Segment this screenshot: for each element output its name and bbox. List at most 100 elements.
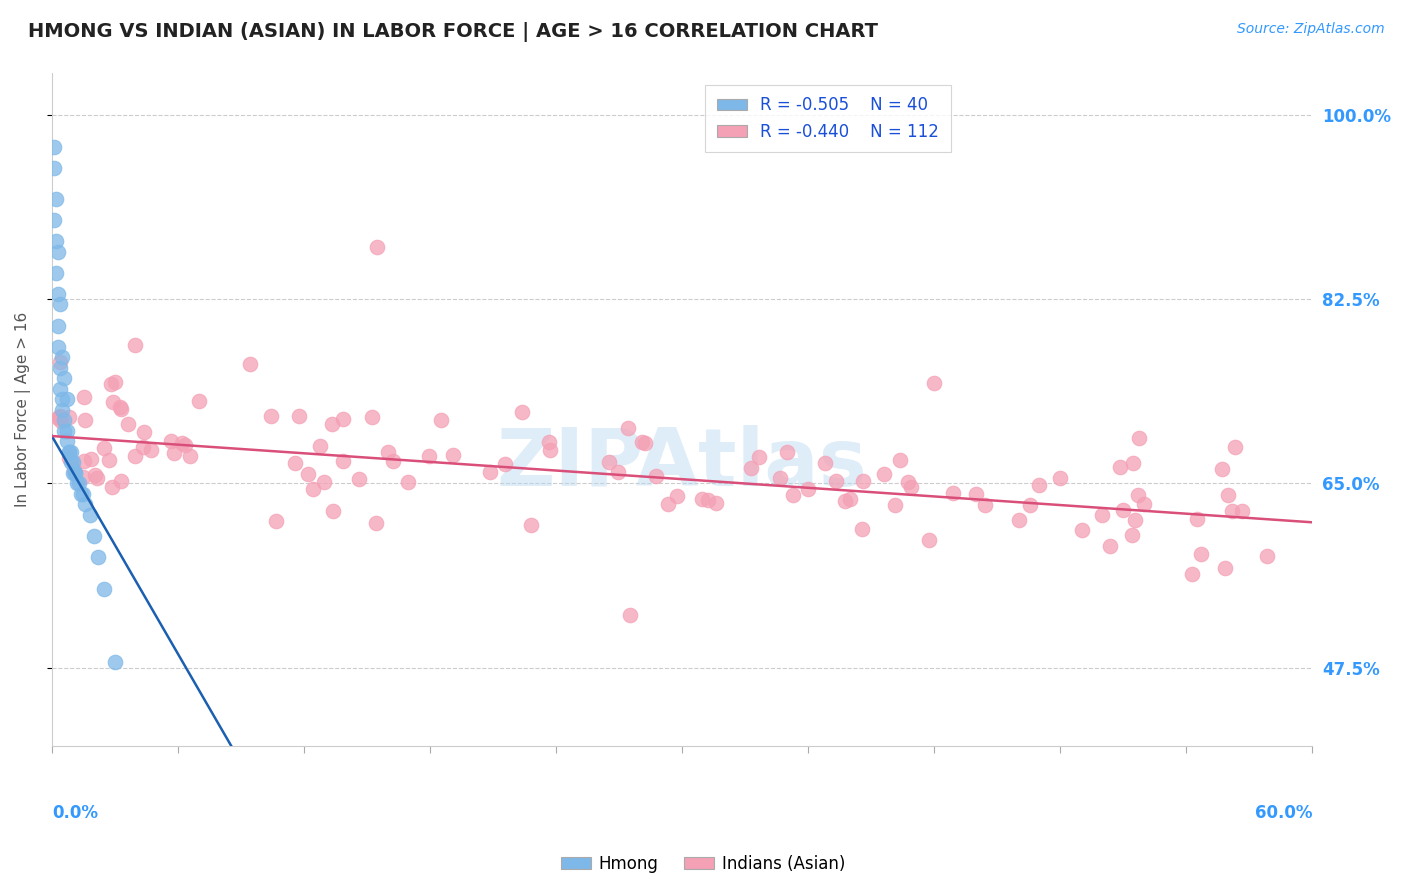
Point: [883, 498, 905, 512]
Point: [46, 318, 69, 333]
Point: [1091, 508, 1114, 522]
Point: [73, 454, 96, 468]
Point: [264, 514, 287, 528]
Point: [1123, 513, 1146, 527]
Point: [1232, 504, 1254, 518]
Point: [239, 357, 262, 371]
Point: [851, 522, 873, 536]
Point: [63, 466, 86, 480]
Text: 60.0%: 60.0%: [1254, 805, 1312, 822]
Point: [49, 360, 72, 375]
Point: [55, 392, 77, 407]
Point: [72, 470, 94, 484]
Point: [51, 402, 73, 417]
Point: [170, 436, 193, 450]
Point: [1008, 513, 1031, 527]
Text: 0.0%: 0.0%: [52, 805, 98, 822]
Point: [284, 456, 307, 470]
Point: [86, 471, 108, 485]
Point: [104, 655, 127, 669]
Point: [110, 402, 132, 417]
Point: [58, 451, 80, 466]
Point: [260, 409, 283, 423]
Point: [46, 410, 69, 425]
Legend: Hmong, Indians (Asian): Hmong, Indians (Asian): [554, 848, 852, 880]
Point: [740, 461, 762, 475]
Point: [104, 376, 127, 390]
Point: [617, 421, 640, 435]
Point: [87, 549, 110, 564]
Point: [598, 455, 620, 469]
Point: [297, 467, 319, 481]
Point: [769, 471, 792, 485]
Point: [1108, 460, 1130, 475]
Y-axis label: In Labor Force | Age > 16: In Labor Force | Age > 16: [15, 312, 31, 508]
Point: [606, 465, 628, 479]
Point: [973, 498, 995, 512]
Point: [889, 453, 911, 467]
Point: [430, 412, 453, 426]
Point: [1189, 547, 1212, 561]
Point: [1122, 456, 1144, 470]
Point: [965, 487, 987, 501]
Point: [748, 450, 770, 464]
Point: [67, 476, 90, 491]
Point: [134, 425, 156, 440]
Point: [634, 436, 657, 450]
Point: [51, 350, 73, 364]
Point: [538, 434, 561, 449]
Point: [288, 409, 311, 423]
Point: [1071, 524, 1094, 538]
Point: [58, 445, 80, 459]
Point: [418, 449, 440, 463]
Point: [179, 449, 201, 463]
Point: [657, 497, 679, 511]
Point: [55, 424, 77, 438]
Point: [174, 437, 197, 451]
Point: [124, 450, 146, 464]
Point: [49, 382, 72, 396]
Point: [630, 435, 652, 450]
Point: [1256, 549, 1278, 563]
Point: [366, 516, 388, 531]
Point: [361, 410, 384, 425]
Point: [852, 475, 875, 489]
Point: [62, 466, 84, 480]
Point: [124, 337, 146, 351]
Point: [42, 161, 65, 175]
Point: [42, 213, 65, 227]
Point: [1133, 497, 1156, 511]
Point: [103, 395, 125, 409]
Point: [51, 392, 73, 407]
Point: [441, 448, 464, 462]
Point: [1028, 478, 1050, 492]
Point: [53, 413, 76, 427]
Point: [494, 457, 516, 471]
Point: [309, 439, 332, 453]
Point: [1211, 461, 1233, 475]
Point: [46, 244, 69, 259]
Point: [83, 467, 105, 482]
Point: [520, 517, 543, 532]
Point: [58, 409, 80, 424]
Point: [922, 376, 945, 391]
Legend: R = -0.505    N = 40, R = -0.440    N = 112: R = -0.505 N = 40, R = -0.440 N = 112: [706, 85, 950, 153]
Point: [1185, 512, 1208, 526]
Point: [332, 412, 354, 426]
Point: [873, 467, 896, 482]
Point: [1181, 567, 1204, 582]
Point: [160, 434, 183, 449]
Point: [141, 443, 163, 458]
Point: [814, 456, 837, 470]
Point: [314, 475, 336, 489]
Point: [100, 376, 122, 391]
Point: [366, 239, 388, 253]
Point: [1223, 440, 1246, 454]
Point: [824, 474, 846, 488]
Point: [942, 486, 965, 500]
Point: [1126, 488, 1149, 502]
Point: [75, 497, 97, 511]
Point: [132, 440, 155, 454]
Point: [55, 434, 77, 449]
Point: [59, 445, 82, 459]
